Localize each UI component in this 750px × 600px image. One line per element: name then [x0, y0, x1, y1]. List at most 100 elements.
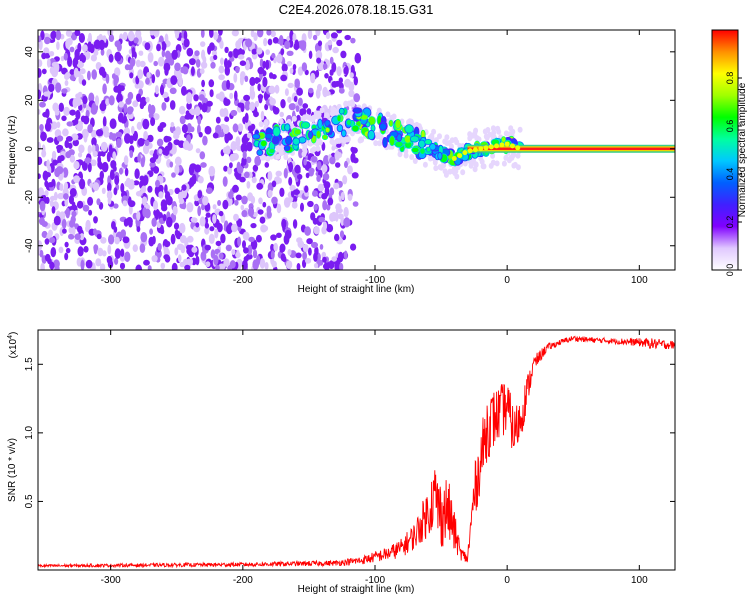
noise-speckle: [51, 150, 57, 160]
noise-speckle: [281, 218, 287, 229]
noise-speckle: [76, 122, 83, 132]
noise-speckle: [150, 104, 156, 115]
noise-speckle: [259, 258, 266, 269]
noise-speckle: [218, 132, 225, 138]
ridge-halo: [437, 133, 442, 140]
noise-speckle: [263, 225, 269, 232]
noise-speckle: [114, 51, 122, 62]
noise-speckle: [189, 108, 195, 114]
noise-speckle: [212, 50, 217, 57]
noise-speckle: [224, 116, 230, 122]
noise-speckle: [55, 30, 62, 41]
noise-speckle: [119, 254, 126, 262]
ridge-blob: [336, 124, 344, 133]
noise-speckle: [126, 106, 133, 115]
noise-speckle: [224, 66, 230, 76]
noise-speckle: [147, 185, 153, 193]
noise-speckle: [250, 30, 255, 38]
noise-speckle: [229, 56, 235, 62]
noise-speckle: [83, 246, 89, 253]
noise-speckle: [87, 162, 92, 173]
noise-speckle: [204, 244, 211, 251]
noise-speckle: [51, 206, 56, 214]
noise-speckle: [222, 199, 229, 210]
ridge-halo: [433, 137, 439, 144]
noise-speckle: [153, 208, 161, 217]
noise-speckle: [67, 37, 73, 46]
noise-speckle: [186, 244, 192, 251]
noise-speckle: [56, 121, 61, 129]
noise-speckle: [325, 32, 331, 40]
noise-speckle: [257, 83, 262, 92]
noise-speckle: [242, 150, 247, 160]
noise-speckle: [100, 48, 105, 56]
ridge-halo: [444, 134, 450, 141]
noise-speckle: [175, 126, 182, 136]
noise-speckle: [292, 219, 298, 229]
noise-speckle: [244, 112, 249, 124]
noise-speckle: [50, 31, 57, 40]
noise-speckle: [122, 31, 128, 41]
noise-speckle: [283, 197, 291, 208]
noise-speckle: [336, 66, 342, 77]
noise-speckle: [38, 59, 43, 68]
noise-speckle: [98, 39, 106, 51]
noise-speckle: [140, 96, 147, 107]
noise-speckle: [45, 196, 50, 204]
noise-speckle: [113, 226, 118, 233]
noise-speckle: [259, 216, 266, 224]
ridge-halo: [433, 165, 439, 172]
noise-speckle: [337, 213, 344, 220]
noise-speckle: [158, 148, 163, 155]
ridge-blob: [292, 137, 301, 146]
noise-speckle: [300, 40, 307, 51]
noise-speckle: [307, 200, 314, 208]
noise-speckle: [66, 121, 74, 127]
ridge-halo: [509, 154, 515, 161]
noise-speckle: [133, 180, 140, 186]
noise-speckle: [53, 215, 61, 226]
noise-speckle: [243, 247, 249, 254]
noise-speckle: [329, 212, 335, 222]
noise-speckle: [256, 47, 263, 55]
noise-speckle: [190, 217, 198, 223]
noise-speckle: [218, 74, 225, 81]
noise-speckle: [58, 102, 64, 113]
ridge-halo: [429, 132, 435, 139]
noise-speckle: [74, 30, 81, 37]
noise-speckle: [294, 164, 301, 174]
ridge-blob: [404, 124, 414, 134]
noise-speckle: [216, 223, 223, 233]
noise-speckle: [135, 264, 142, 270]
noise-speckle: [201, 79, 206, 88]
noise-speckle: [153, 200, 158, 211]
noise-speckle: [133, 37, 139, 44]
noise-speckle: [171, 49, 178, 60]
noise-speckle: [38, 39, 43, 51]
noise-speckle: [71, 210, 77, 218]
noise-speckle: [240, 49, 245, 55]
noise-speckle: [124, 133, 131, 144]
noise-speckle: [347, 193, 353, 201]
noise-speckle: [78, 144, 85, 154]
ridge-halo: [319, 107, 325, 114]
noise-speckle: [120, 248, 125, 257]
noise-speckle: [82, 95, 88, 105]
noise-speckle: [117, 112, 124, 123]
noise-speckle: [213, 54, 218, 61]
noise-speckle: [186, 47, 194, 57]
noise-speckle: [65, 30, 73, 37]
ridge-halo: [330, 106, 336, 113]
noise-speckle: [258, 197, 263, 205]
noise-speckle: [189, 58, 196, 66]
noise-speckle: [186, 202, 194, 213]
noise-speckle: [271, 260, 277, 268]
noise-speckle: [122, 236, 130, 244]
x-tick-label: -100: [365, 275, 385, 286]
noise-speckle: [303, 244, 309, 253]
snr-series-line: [38, 335, 675, 569]
noise-speckle: [286, 50, 294, 56]
x-tick-label: -300: [101, 575, 121, 586]
noise-speckle: [318, 216, 326, 223]
x-tick-label: 100: [631, 575, 648, 586]
